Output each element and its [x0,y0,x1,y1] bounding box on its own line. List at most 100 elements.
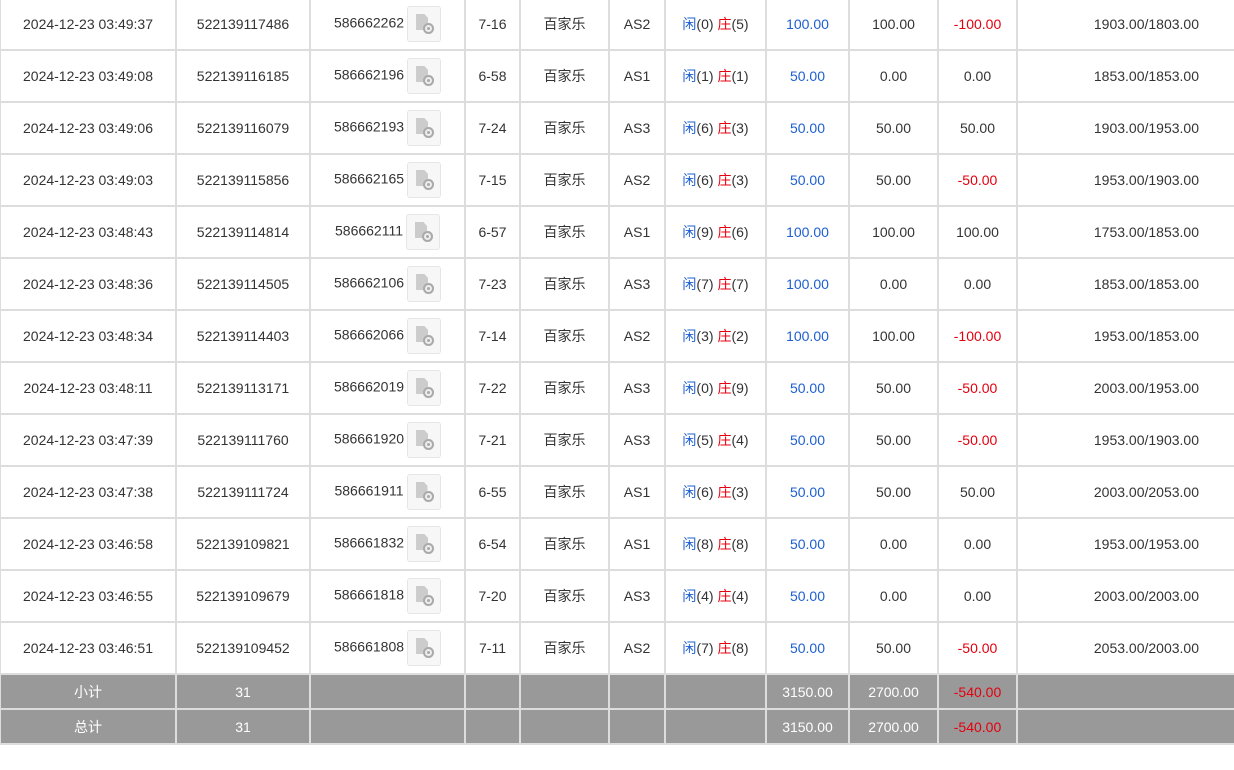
bet-amount: 100.00 [765,257,850,311]
win-loss: 0.00 [937,569,1018,623]
banker-label: 庄 [717,380,732,396]
game-round-id: 586662165 [309,153,466,207]
banker-open: ( [731,224,737,240]
order-id: 522139111724 [175,465,311,519]
player-open: ( [696,120,702,136]
table-name: AS1 [608,517,666,571]
player-close: ) [708,276,718,292]
valid-bet: 50.00 [848,465,939,519]
win-loss: 50.00 [937,101,1018,155]
table-row: 2024-12-23 03:48:11 522139113171 586662019… [0,361,1234,415]
game-round-id: 586661808 [309,621,466,675]
video-replay-icon[interactable] [406,474,441,510]
win-loss: 100.00 [937,205,1018,259]
order-id: 522139116185 [175,49,311,103]
video-replay-icon[interactable] [407,630,442,666]
video-replay-icon[interactable] [407,6,442,42]
player-score: 6 [701,484,709,500]
table-row: 2024-12-23 03:46:58 522139109821 586661832… [0,517,1234,571]
game-round-id: 586661920 [309,413,466,467]
player-open: ( [696,276,702,292]
game-result: 闲(0) 庄(5) [664,0,767,51]
player-close: ) [708,640,718,656]
empty-cell [608,708,666,745]
bet-time: 2024-12-23 03:47:39 [0,413,177,467]
player-label: 闲 [682,432,697,448]
balance-before-after: 2003.00/2053.00 [1016,465,1234,519]
banker-label: 庄 [717,16,732,32]
round-id-text: 586662262 [333,14,405,31]
balance-before-after: 1953.00/1853.00 [1016,309,1234,363]
video-replay-icon[interactable] [406,214,440,250]
player-score: 1 [701,68,709,84]
banker-open: ( [731,484,737,500]
banker-score: 8 [736,640,744,656]
player-label: 闲 [682,172,697,188]
order-id: 522139109452 [175,621,311,675]
round-id-text: 586661818 [333,586,405,603]
bet-records-table-wrapper: 2024-12-23 03:49:37 522139117486 586662262… [0,0,1234,745]
video-replay-icon[interactable] [407,162,442,198]
banker-close: ) [743,432,749,448]
table-row: 2024-12-23 03:46:55 522139109679 586661818… [0,569,1234,623]
video-replay-icon[interactable] [407,266,442,302]
banker-score: 7 [736,276,744,292]
win-loss: -100.00 [937,0,1018,51]
player-label: 闲 [682,68,697,84]
player-label: 闲 [682,328,697,344]
video-replay-icon[interactable] [407,422,442,458]
game-result: 闲(0) 庄(9) [664,361,767,415]
player-close: ) [708,120,718,136]
video-replay-icon[interactable] [407,110,442,146]
player-open: ( [696,484,702,500]
game-type: 百家乐 [519,101,610,155]
bet-records-table: 2024-12-23 03:49:37 522139117486 586662262… [0,0,1234,745]
bet-time: 2024-12-23 03:48:36 [0,257,177,311]
balance-before-after: 1903.00/1953.00 [1016,101,1234,155]
bet-amount: 100.00 [765,309,850,363]
player-score: 9 [701,224,709,240]
bet-amount: 50.00 [765,413,850,467]
video-replay-icon[interactable] [407,578,442,614]
game-result: 闲(8) 庄(8) [664,517,767,571]
balance-before-after: 1953.00/1953.00 [1016,517,1234,571]
bet-amount: 50.00 [765,153,850,207]
banker-score: 3 [736,484,744,500]
banker-label: 庄 [717,640,732,656]
order-id: 522139115856 [175,153,311,207]
banker-open: ( [731,16,737,32]
table-shoe: 7-11 [464,621,521,675]
win-loss: 50.00 [937,465,1018,519]
order-id: 522139109679 [175,569,311,623]
video-replay-icon[interactable] [407,318,442,354]
win-loss: -50.00 [937,413,1018,467]
video-replay-icon[interactable] [407,526,442,562]
player-open: ( [696,16,702,32]
table-name: AS3 [608,569,666,623]
banker-score: 9 [736,380,744,396]
table-name: AS2 [608,621,666,675]
game-type: 百家乐 [519,517,610,571]
banker-close: ) [743,120,749,136]
summary-bet: 3150.00 [765,708,850,745]
video-replay-icon[interactable] [407,370,442,406]
video-replay-icon[interactable] [407,58,442,94]
round-id-text: 586661832 [333,534,405,551]
table-shoe: 6-54 [464,517,521,571]
banker-label: 庄 [717,432,732,448]
player-score: 5 [701,432,709,448]
game-result: 闲(6) 庄(3) [664,153,767,207]
player-score: 0 [701,380,709,396]
game-round-id: 586662196 [309,49,466,103]
player-label: 闲 [682,536,697,552]
empty-cell [464,673,521,710]
banker-label: 庄 [717,120,732,136]
table-row: 2024-12-23 03:49:06 522139116079 586662193… [0,101,1234,155]
table-name: AS3 [608,101,666,155]
table-shoe: 7-21 [464,413,521,467]
empty-cell [519,708,610,745]
bet-time: 2024-12-23 03:48:11 [0,361,177,415]
player-label: 闲 [682,484,697,500]
round-id-text: 586661808 [333,638,405,655]
game-round-id: 586662262 [309,0,466,51]
